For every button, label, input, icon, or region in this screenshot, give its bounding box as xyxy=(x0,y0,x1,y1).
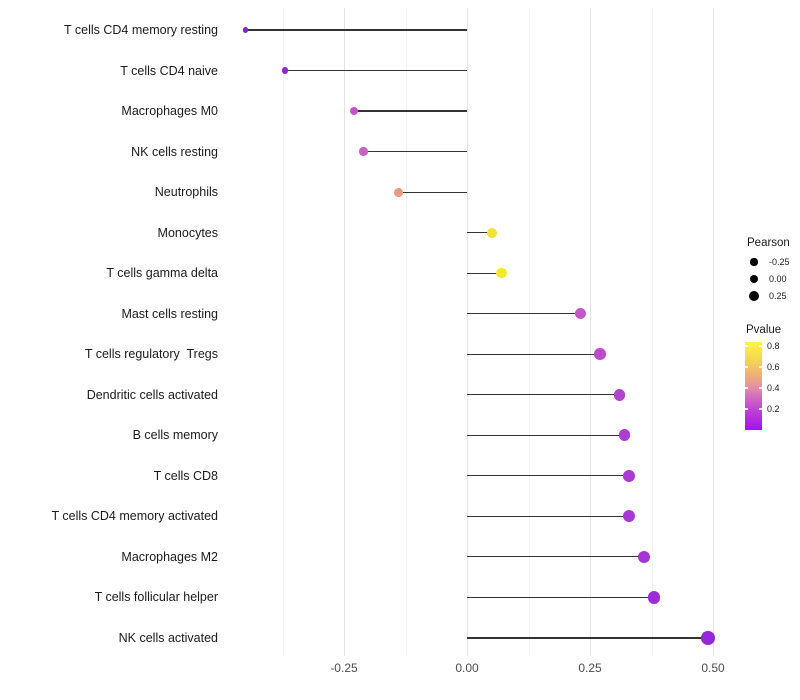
colorbar-tick xyxy=(745,387,748,389)
lollipop-stem xyxy=(467,353,600,355)
category-label: Mast cells resting xyxy=(121,306,218,321)
minor-gridline xyxy=(405,8,407,656)
lollipop-dot xyxy=(281,67,289,74)
category-label: Neutrophils xyxy=(154,185,218,200)
legend-size-label: -0.25 xyxy=(769,257,790,267)
lollipop-stem xyxy=(245,29,467,31)
lollipop-stem xyxy=(353,110,467,112)
category-label: T cells follicular helper xyxy=(94,590,218,605)
colorbar-tick xyxy=(745,366,748,368)
category-label: Dendritic cells activated xyxy=(86,387,218,402)
lollipop-stem xyxy=(467,394,620,396)
colorbar-tick-label: 0.6 xyxy=(767,362,780,372)
lollipop-stem xyxy=(284,69,467,72)
lollipop-dot xyxy=(496,268,507,279)
legend-pvalue-title: Pvalue xyxy=(746,324,782,336)
major-gridline xyxy=(344,8,345,656)
lollipop-stem xyxy=(398,191,467,193)
legend-size-label: 0.25 xyxy=(769,291,787,301)
category-label: Macrophages M0 xyxy=(121,104,218,119)
colorbar-tick-label: 0.2 xyxy=(767,404,780,414)
minor-gridline xyxy=(528,8,530,656)
category-label: T cells CD4 memory activated xyxy=(51,509,219,524)
lollipop-stem xyxy=(467,556,645,558)
category-label: T cells CD4 memory resting xyxy=(64,23,218,37)
colorbar-tick xyxy=(759,366,762,368)
pvalue-colorbar xyxy=(745,342,762,430)
lollipop-stem xyxy=(467,596,654,598)
lollipop-dot xyxy=(393,187,403,197)
x-tick-label: 0.50 xyxy=(701,661,725,675)
lollipop-stem xyxy=(467,515,630,517)
legend-size-dot xyxy=(749,291,759,301)
category-label: T cells regulatory Tregs xyxy=(84,347,218,362)
lollipop-dot xyxy=(349,106,358,116)
lollipop-dot xyxy=(574,308,586,320)
x-tick-label: 0.00 xyxy=(455,661,479,675)
x-tick-label: -0.25 xyxy=(330,661,358,675)
major-gridline xyxy=(713,8,714,656)
category-label: T cells CD8 xyxy=(153,468,218,483)
lollipop-dot xyxy=(618,429,631,442)
legend-size-dot xyxy=(750,258,758,266)
category-label: T cells gamma delta xyxy=(106,266,218,281)
category-label: NK cells resting xyxy=(131,144,218,159)
legend-size-label: 0.00 xyxy=(769,274,787,284)
category-label: Macrophages M2 xyxy=(121,549,218,564)
lollipop-dot xyxy=(359,147,368,156)
colorbar-tick xyxy=(745,408,748,410)
lollipop-dot xyxy=(594,348,606,361)
lollipop-stem xyxy=(467,475,630,477)
category-label: NK cells activated xyxy=(118,630,218,645)
major-gridline xyxy=(467,8,468,656)
colorbar-tick xyxy=(759,387,762,389)
lollipop-stem xyxy=(467,434,625,436)
lollipop-stem xyxy=(467,272,502,274)
lollipop-stem xyxy=(467,232,492,234)
minor-gridline xyxy=(651,8,653,656)
colorbar-tick xyxy=(759,408,762,410)
lollipop-stem xyxy=(467,313,581,315)
category-label: T cells CD4 naive xyxy=(120,63,218,78)
lollipop-dot xyxy=(638,550,651,563)
lollipop-dot xyxy=(623,469,636,482)
legend-size-dot xyxy=(749,274,759,284)
lollipop-dot xyxy=(243,27,249,33)
lollipop-dot xyxy=(623,510,636,523)
category-label: Monocytes xyxy=(157,225,218,240)
x-tick-label: 0.25 xyxy=(578,661,602,675)
colorbar-tick xyxy=(745,345,748,347)
category-label: B cells memory xyxy=(132,428,218,443)
lollipop-dot xyxy=(647,591,661,604)
lollipop-stem xyxy=(363,150,467,153)
lollipop-dot xyxy=(486,227,497,238)
colorbar-tick-label: 0.8 xyxy=(767,341,780,351)
lollipop-dot xyxy=(613,388,626,401)
colorbar-tick-label: 0.4 xyxy=(767,383,780,393)
lollipop-dot xyxy=(701,631,715,645)
colorbar-tick xyxy=(759,345,762,347)
legend-pearson-title: Pearson xyxy=(747,237,790,249)
lollipop-stem xyxy=(467,637,709,639)
minor-gridline xyxy=(282,8,284,656)
major-gridline xyxy=(590,8,591,656)
